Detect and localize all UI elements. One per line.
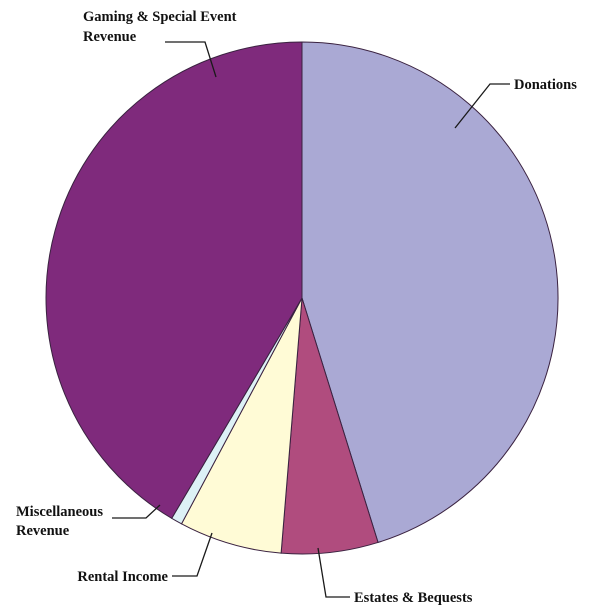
slice-label-rental-income: Rental Income: [77, 569, 168, 585]
slice-label-donations: Donations: [514, 77, 577, 93]
slice-label-miscellaneous-revenue: Miscellaneous Revenue: [16, 504, 103, 539]
leader-line-gaming-and-special-event-revenue: [165, 41, 217, 78]
leader-line-rental-income: [172, 532, 213, 577]
leader-lines: [112, 41, 510, 598]
pie-slice-donations: [301, 41, 559, 544]
pie-slices: [45, 41, 559, 555]
slice-label-estates-and-bequests: Estates & Bequests: [354, 590, 473, 606]
slice-label-gaming-and-special-event-revenue: Gaming & Special Event Revenue: [83, 9, 237, 45]
leader-line-donations: [454, 83, 510, 129]
leader-line-miscellaneous-revenue: [112, 504, 161, 519]
slice-labels: Donations Estates & Bequests Rental Income…: [16, 9, 577, 606]
leader-line-estates-and-bequests: [317, 547, 350, 598]
